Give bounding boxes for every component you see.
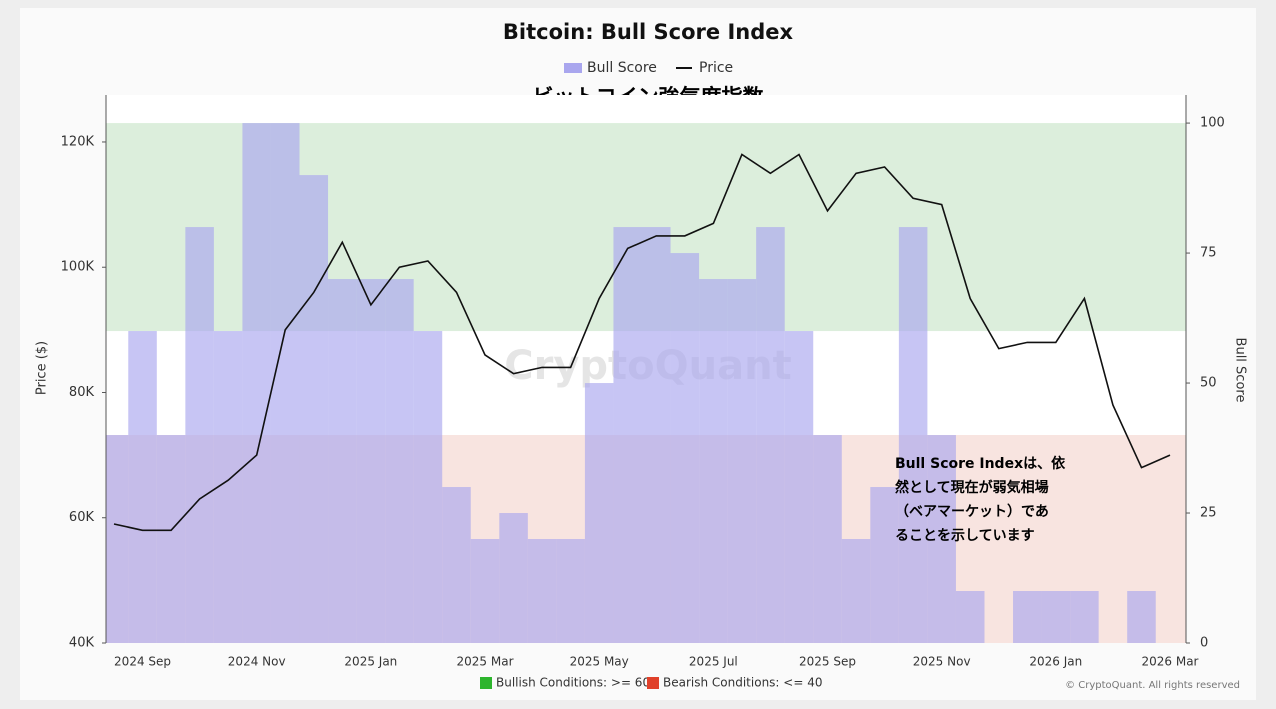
x-tick-label: 2025 Nov bbox=[913, 655, 971, 669]
x-tick-label: 2025 Sep bbox=[799, 655, 856, 669]
bull-score-step bbox=[642, 227, 671, 643]
bull-score-step bbox=[584, 383, 614, 643]
bull-score-step bbox=[356, 279, 386, 643]
bull-score-step bbox=[1041, 591, 1071, 643]
x-tick-label: 2024 Nov bbox=[228, 655, 286, 669]
y2-tick-label: 75 bbox=[1200, 246, 1217, 261]
y2-tick-label: 50 bbox=[1200, 376, 1217, 391]
price-line bbox=[113, 153, 1171, 532]
y2-tick-label: 25 bbox=[1200, 506, 1217, 521]
zone-legend-label: Bullish Conditions: >= 60 bbox=[496, 676, 650, 690]
legend-label: Price bbox=[699, 60, 733, 76]
bull-score-step bbox=[841, 539, 871, 643]
bull-score-step bbox=[898, 227, 928, 643]
x-tick-label: 2025 Mar bbox=[457, 655, 514, 669]
bull-score-step bbox=[727, 279, 757, 643]
x-tick-label: 2025 May bbox=[570, 655, 629, 669]
bull-score-step bbox=[156, 435, 186, 643]
x-tick-label: 2026 Mar bbox=[1142, 655, 1199, 669]
bull-score-step bbox=[1070, 591, 1099, 643]
bull-score-step bbox=[613, 227, 642, 643]
bull-score-step bbox=[470, 539, 500, 643]
x-tick-label: 2025 Jul bbox=[689, 655, 738, 669]
bull-score-step bbox=[870, 487, 899, 643]
y2-tick-label: 100 bbox=[1200, 116, 1225, 131]
bull-score-step bbox=[927, 435, 956, 643]
annotation: ることを示しています bbox=[895, 528, 1035, 544]
y2-axis-label: Bull Score bbox=[1233, 338, 1248, 403]
bull-score-step bbox=[699, 279, 728, 643]
annotation: 然として現在が弱気相場 bbox=[895, 479, 1049, 496]
legend-swatch bbox=[564, 63, 582, 73]
bull-score-step bbox=[1127, 591, 1156, 643]
x-tick-label: 2025 Jan bbox=[344, 655, 397, 669]
zone-legend-swatch bbox=[480, 677, 492, 689]
bull-score-step bbox=[670, 253, 700, 643]
y-tick-label: 60K bbox=[69, 510, 95, 525]
bull-score-step bbox=[328, 279, 357, 643]
bull-score-step bbox=[1013, 591, 1042, 643]
bull-score-step bbox=[813, 435, 842, 643]
x-tick-label: 2024 Sep bbox=[114, 655, 171, 669]
bull-score-step bbox=[556, 539, 585, 643]
bull-score-step bbox=[756, 227, 785, 643]
zone-legend-swatch bbox=[647, 677, 659, 689]
bull-score-step bbox=[270, 123, 300, 643]
bull-score-step bbox=[242, 123, 271, 643]
bull-score-step bbox=[955, 591, 985, 643]
chart-title: Bitcoin: Bull Score Index bbox=[503, 20, 794, 44]
bull-score-step bbox=[442, 487, 471, 643]
bull-score-step bbox=[527, 539, 557, 643]
y2-tick-label: 0 bbox=[1200, 636, 1208, 651]
bull-score-step bbox=[385, 279, 414, 643]
y-tick-label: 120K bbox=[61, 134, 95, 149]
bull-score-step bbox=[499, 513, 528, 643]
legend-label: Bull Score bbox=[587, 60, 657, 76]
y-axis-label: Price ($) bbox=[35, 341, 50, 395]
bull-score-step bbox=[185, 227, 214, 643]
bull-score-step bbox=[128, 331, 157, 643]
bull-score-step bbox=[784, 331, 814, 643]
annotation: Bull Score Indexは、依 bbox=[895, 455, 1066, 472]
bull-score-step bbox=[413, 331, 443, 643]
bull-score-step bbox=[106, 435, 129, 643]
zone-legend-label: Bearish Conditions: <= 40 bbox=[663, 676, 822, 690]
copyright: © CryptoQuant. All rights reserved bbox=[1065, 680, 1240, 691]
y-tick-label: 80K bbox=[69, 385, 95, 400]
annotation: （ベアマーケット）であ bbox=[895, 504, 1049, 520]
bull-score-step bbox=[299, 175, 329, 644]
y-tick-label: 40K bbox=[69, 636, 95, 651]
x-tick-label: 2026 Jan bbox=[1029, 655, 1082, 669]
y-tick-label: 100K bbox=[61, 260, 95, 275]
